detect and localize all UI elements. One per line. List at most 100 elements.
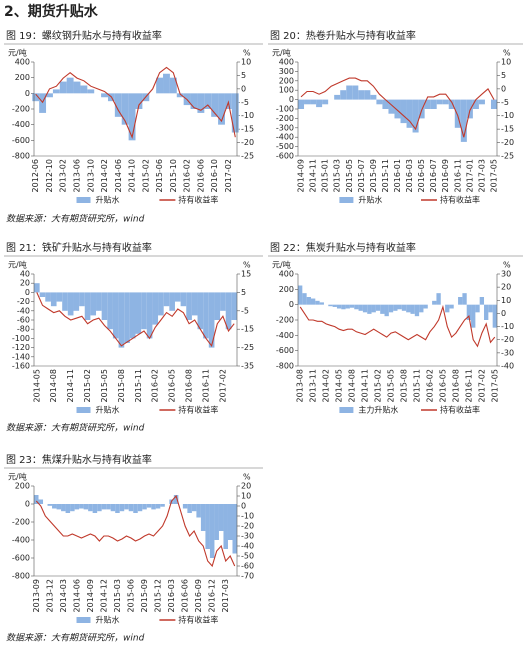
bar [124, 504, 129, 510]
y-tick-label: 200 [279, 285, 294, 294]
y-tick-label: 400 [279, 58, 294, 67]
bar [38, 499, 44, 504]
bar [341, 304, 346, 310]
bar [39, 292, 46, 297]
bar [204, 93, 212, 109]
y2-tick-label: -25 [241, 343, 254, 352]
bar [211, 93, 219, 117]
bar [163, 73, 170, 94]
bar [394, 99, 401, 119]
bar [214, 504, 219, 540]
y-tick-label: -800 [276, 362, 294, 371]
x-tick-label: 2015-02 [374, 369, 383, 402]
bar [315, 300, 320, 305]
x-tick-label: 2015-06 [126, 579, 135, 612]
y2-tick-label: -20 [241, 522, 254, 531]
bar [316, 99, 323, 108]
y-tick-label: 0 [25, 288, 30, 297]
y-tick-label: 200 [15, 73, 30, 82]
x-tick-label: 2014-09 [297, 159, 306, 192]
y2-axis-unit: % [243, 49, 251, 58]
y-tick-label: -800 [12, 572, 30, 581]
y2-tick-label: 10 [501, 296, 511, 305]
bar [423, 304, 428, 309]
bar [160, 504, 165, 507]
line-series [300, 77, 495, 138]
y-tick-label: -300 [276, 123, 294, 132]
bar [158, 292, 164, 316]
y2-tick-label: -5 [241, 306, 249, 315]
bar [133, 504, 138, 513]
bar [340, 90, 347, 100]
bar [112, 292, 119, 339]
y-tick-label: -140 [12, 352, 30, 361]
bar [401, 304, 407, 311]
bar [124, 292, 130, 343]
bar [56, 504, 62, 510]
y2-axis-unit: % [243, 261, 251, 270]
bar [169, 292, 175, 311]
y2-tick-label: -20 [241, 138, 254, 147]
bar [454, 99, 461, 128]
legend-label: 持有收益率 [178, 405, 218, 415]
bar [52, 89, 60, 94]
y2-tick-label: -30 [501, 348, 514, 357]
legend-label: 持有收益率 [440, 405, 480, 415]
y-tick-label: 300 [279, 67, 294, 76]
y2-tick-label: 0 [501, 84, 506, 93]
bar [449, 304, 454, 309]
y2-tick-label: -50 [241, 552, 254, 561]
y-tick-label: -120 [12, 343, 30, 352]
y2-tick-label: -20 [501, 138, 514, 147]
bar [345, 304, 350, 309]
y2-tick-label: -40 [241, 542, 254, 551]
bar [310, 298, 316, 305]
x-tick-label: 2016-02 [183, 159, 192, 192]
y2-tick-label: 30 [501, 270, 511, 279]
x-tick-label: 2015-07 [357, 159, 366, 192]
bar [484, 304, 489, 320]
bar [62, 292, 68, 311]
bar [155, 504, 161, 509]
y-tick-label: -600 [12, 136, 30, 145]
bar [129, 292, 136, 339]
chart-title: 图 21：铁矿升贴水与持有收益率 [6, 241, 152, 254]
y2-tick-label: 5 [241, 71, 246, 80]
bar [462, 293, 467, 305]
bar [128, 93, 136, 141]
bar [96, 292, 102, 311]
x-tick-label: 2013-10 [86, 159, 95, 192]
x-tick-label: 2015-11 [412, 369, 421, 402]
bar [197, 292, 204, 330]
x-tick-label: 2016-10 [210, 159, 219, 192]
y-tick-label: -20 [17, 297, 30, 306]
x-tick-label: 2015-05 [100, 369, 109, 402]
bar [61, 504, 66, 512]
x-tick-label: 2015-08 [399, 369, 408, 402]
bar [436, 99, 443, 105]
x-tick-label: 2014-12 [99, 579, 108, 612]
chart-title: 图 20：热卷升贴水与持有收益率 [270, 29, 416, 42]
y2-tick-label: -20 [501, 335, 514, 344]
bar [203, 292, 209, 339]
line-series [35, 66, 236, 140]
x-tick-label: 2016-03 [167, 579, 176, 612]
bar [101, 504, 107, 510]
bar [47, 504, 53, 506]
bar [393, 304, 398, 311]
bar [34, 283, 40, 293]
bar [412, 99, 419, 133]
y-tick-label: -400 [276, 331, 294, 340]
x-tick-label: 2017-05 [489, 159, 498, 192]
x-tick-label: 2016-11 [453, 159, 462, 192]
y-tick-label: 400 [279, 270, 294, 279]
bar [471, 304, 476, 328]
bar [410, 304, 415, 314]
x-tick-label: 2014-11 [66, 369, 75, 402]
x-tick-label: 2015-12 [154, 579, 163, 612]
bar [214, 292, 221, 320]
x-tick-label: 2014-02 [100, 159, 109, 192]
legend-label: 持有收益率 [440, 195, 480, 205]
bar [442, 99, 449, 105]
bar [114, 93, 122, 117]
